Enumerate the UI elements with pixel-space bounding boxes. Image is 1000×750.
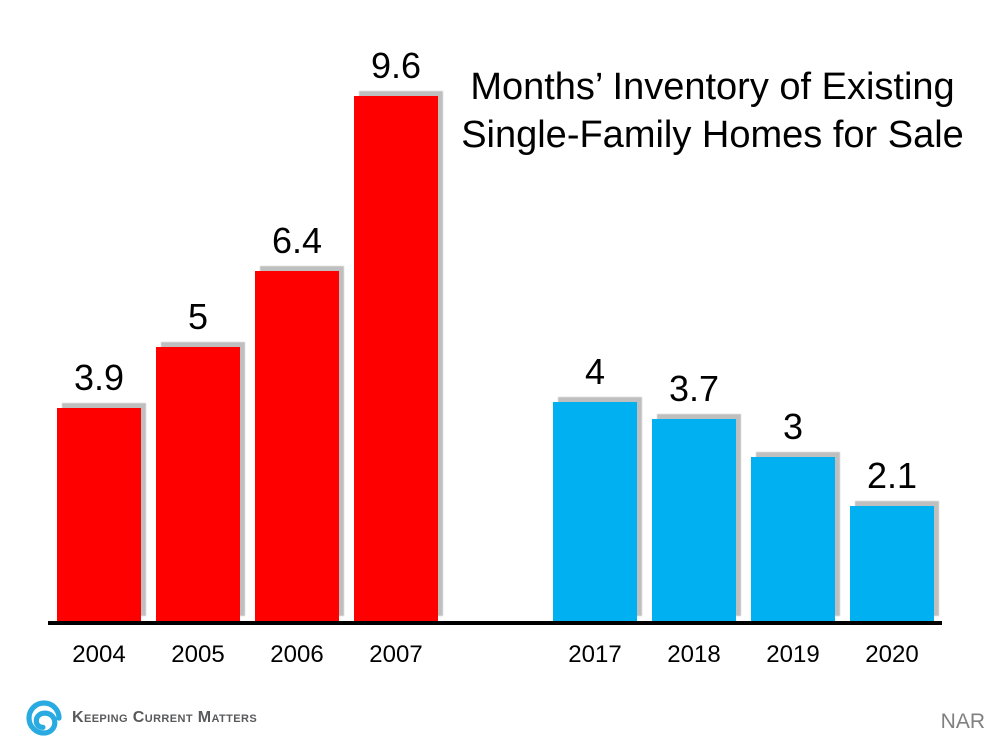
x-axis-label-2007: 2007 bbox=[369, 641, 423, 668]
bar-2018 bbox=[652, 419, 736, 621]
kcm-logo: Keeping Current Matters bbox=[26, 700, 257, 736]
x-axis-label-2017: 2017 bbox=[568, 641, 622, 668]
bar-value-label-2020: 2.1 bbox=[866, 455, 918, 496]
bar-value-label-2018: 3.7 bbox=[668, 368, 720, 409]
bar-column-2004: 3.9 bbox=[57, 360, 141, 621]
bar-value-label-2017: 4 bbox=[584, 351, 606, 392]
bar-2007 bbox=[354, 96, 438, 621]
bar-column-2018: 3.7 bbox=[652, 371, 736, 621]
chart-title: Months’ Inventory of Existing Single-Fam… bbox=[440, 64, 985, 160]
kcm-logo-text: Keeping Current Matters bbox=[72, 709, 258, 726]
bar-column-2007: 9.6 bbox=[354, 48, 438, 621]
x-axis-label-2019: 2019 bbox=[766, 641, 820, 668]
bar-2005 bbox=[156, 347, 240, 621]
bar-2004 bbox=[57, 408, 141, 621]
bar-column-2006: 6.4 bbox=[255, 223, 339, 621]
x-axis-label-2020: 2020 bbox=[865, 641, 919, 668]
x-axis-label-2005: 2005 bbox=[171, 641, 225, 668]
bar-column-2020: 2.1 bbox=[850, 458, 934, 621]
x-axis-label-2018: 2018 bbox=[667, 641, 721, 668]
source-attribution: NAR bbox=[940, 710, 985, 733]
bar-value-label-2006: 6.4 bbox=[271, 220, 323, 261]
bar-column-2019: 3 bbox=[751, 409, 835, 621]
bar-2020 bbox=[850, 506, 934, 621]
bar-value-label-2005: 5 bbox=[187, 296, 209, 337]
bar-2019 bbox=[751, 457, 835, 621]
bar-value-label-2004: 3.9 bbox=[73, 357, 125, 398]
x-axis-label-2006: 2006 bbox=[270, 641, 324, 668]
bar-value-label-2019: 3 bbox=[782, 406, 804, 447]
kcm-swirl-icon bbox=[26, 700, 62, 736]
bar-column-2005: 5 bbox=[156, 299, 240, 621]
chart-title-line-1: Months’ Inventory of Existing bbox=[470, 66, 955, 108]
x-axis-line bbox=[48, 621, 942, 625]
bar-2006 bbox=[255, 271, 339, 621]
chart-title-line-2: Single-Family Homes for Sale bbox=[461, 113, 964, 156]
bar-column-2017: 4 bbox=[553, 354, 637, 621]
x-axis-label-2004: 2004 bbox=[72, 641, 126, 668]
bar-2017 bbox=[553, 402, 637, 621]
bar-value-label-2007: 9.6 bbox=[370, 45, 422, 86]
